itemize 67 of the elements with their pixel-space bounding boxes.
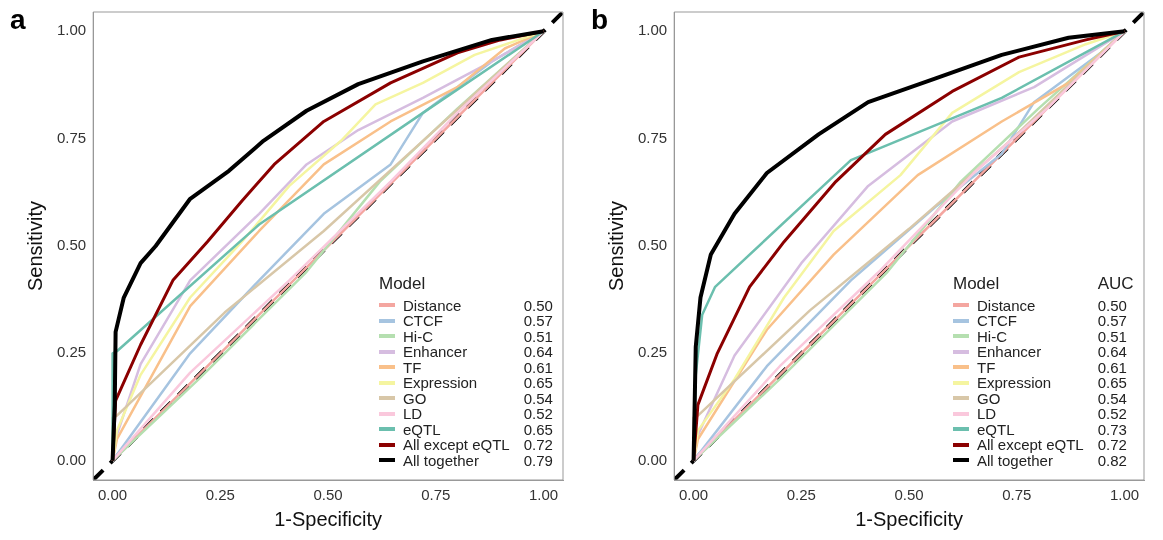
annotation: 0.73 — [1097, 420, 1128, 438]
x-tick-label: 0.25 — [205, 486, 235, 504]
legend-label: Enhancer — [977, 343, 1042, 360]
y-tick-label: 1.00 — [637, 21, 668, 39]
annotation: 0.64 — [1097, 343, 1128, 360]
x-tick-label: 0.50 — [313, 486, 343, 504]
legend-label: Distance — [977, 296, 1036, 314]
y-tick-label: 0.50 — [637, 236, 668, 254]
legend-label: eQTL — [403, 420, 441, 438]
annotation: 0.79 — [523, 451, 553, 469]
legend-label: TF — [403, 358, 422, 376]
y-axis-title: Sensitivity — [23, 200, 46, 292]
x-tick-label: 0.25 — [786, 486, 816, 504]
annotation: 0.57 — [523, 312, 553, 329]
legend-label: CTCF — [403, 312, 443, 329]
legend-label: Expression — [977, 374, 1052, 391]
x-axis-title: 1-Specificity — [855, 507, 963, 530]
legend-label: CTCF — [977, 312, 1017, 329]
annotation: 0.72 — [1097, 436, 1128, 453]
y-tick-label: 0.25 — [56, 343, 87, 361]
x-tick-label: 0.75 — [421, 486, 451, 504]
legend-title: Model — [379, 274, 427, 293]
annotation: 0.54 — [1097, 389, 1128, 407]
annotation: 0.65 — [1097, 374, 1128, 391]
legend-label: Hi-C — [403, 327, 433, 345]
y-tick-label: 0.75 — [637, 128, 668, 146]
annotation: 0.65 — [523, 374, 553, 391]
x-tick-label: 0.75 — [1002, 486, 1032, 504]
x-tick-label: 0.00 — [97, 486, 128, 504]
y-tick-label: 0.50 — [56, 236, 87, 254]
legend-label: TF — [977, 358, 996, 376]
annotation: 0.52 — [1097, 405, 1128, 422]
x-axis-title: 1-Specificity — [274, 507, 382, 530]
annotation: 0.54 — [523, 389, 553, 407]
x-tick-label: 0.50 — [894, 486, 924, 504]
chart-title: b — [591, 4, 609, 36]
x-tick-label: 0.00 — [678, 486, 709, 504]
annotation: 0.72 — [523, 436, 553, 453]
annotation: 0.64 — [523, 343, 553, 360]
legend-label: LD — [403, 405, 423, 422]
annotation: 0.51 — [523, 327, 553, 345]
annotation: AUC — [1097, 274, 1134, 293]
legend-title: Model — [953, 274, 1001, 293]
annotation: 0.50 — [523, 296, 553, 314]
legend-label: LD — [977, 405, 997, 422]
annotation: 0.61 — [1097, 358, 1128, 376]
legend-label: Distance — [403, 296, 462, 314]
y-tick-label: 0.25 — [637, 343, 668, 361]
annotation: 0.82 — [1097, 451, 1128, 469]
annotation: 0.65 — [523, 420, 553, 438]
annotation: 0.57 — [1097, 312, 1128, 329]
annotation: 0.52 — [523, 405, 553, 422]
x-tick-label: 1.00 — [529, 486, 559, 504]
legend-label: eQTL — [977, 420, 1015, 438]
y-axis-title: Sensitivity — [604, 200, 627, 292]
y-tick-label: 1.00 — [56, 21, 87, 39]
legend-label: Enhancer — [403, 343, 468, 360]
legend-label: Expression — [403, 374, 478, 391]
chart-title: a — [10, 4, 26, 36]
annotation: 0.51 — [1097, 327, 1128, 345]
y-tick-label: 0.75 — [56, 128, 87, 146]
annotation: 0.61 — [523, 358, 553, 376]
y-tick-label: 0.00 — [637, 450, 668, 468]
y-tick-label: 0.00 — [56, 450, 87, 468]
annotation: 0.50 — [1097, 296, 1128, 314]
legend-label: Hi-C — [977, 327, 1007, 345]
x-tick-label: 1.00 — [1110, 486, 1140, 504]
